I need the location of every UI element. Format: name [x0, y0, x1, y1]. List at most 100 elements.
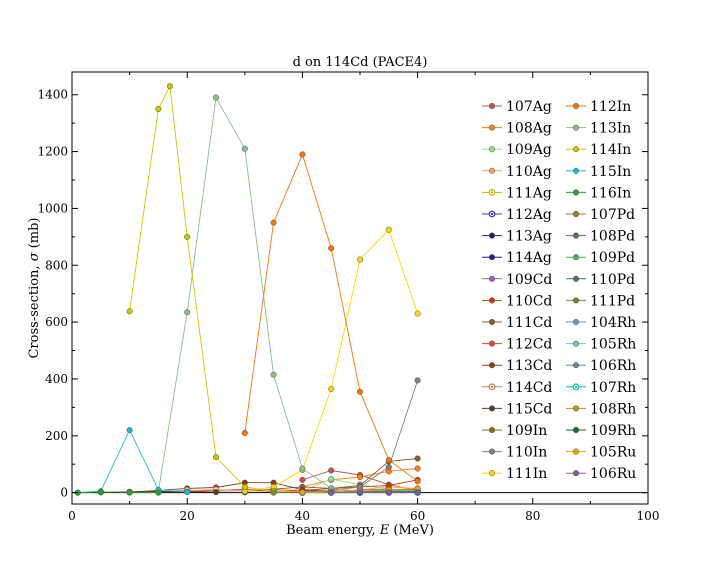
- data-point: [213, 489, 219, 495]
- series-line: [274, 380, 418, 492]
- legend-label: 108Rh: [590, 401, 636, 417]
- data-point: [213, 95, 219, 101]
- legend-label: 110In: [506, 445, 547, 461]
- legend-entry-105Ru: 105Ru: [566, 445, 636, 461]
- legend-entry-113Cd: 113Cd: [482, 358, 552, 374]
- legend-label: 106Rh: [590, 358, 636, 374]
- legend-label: 107Ag: [506, 99, 552, 115]
- legend-entry-109Cd: 109Cd: [482, 272, 552, 288]
- data-point-legend: [573, 190, 579, 196]
- legend-label: 107Pd: [590, 207, 635, 223]
- data-point: [386, 227, 392, 233]
- legend-label: 111In: [506, 466, 547, 482]
- legend-label: 109Rh: [590, 423, 636, 439]
- x-axis-label: Beam energy, E (MeV): [286, 523, 434, 538]
- legend-label: 109Ag: [506, 142, 552, 158]
- series-line: [245, 230, 418, 492]
- data-point-legend: [573, 276, 579, 282]
- legend-entry-110Cd: 110Cd: [482, 293, 552, 309]
- data-point: [184, 234, 190, 240]
- legend-entry-111Cd: 111Cd: [482, 315, 552, 331]
- data-point-legend: [573, 254, 579, 260]
- y-tick-label: 1200: [37, 145, 68, 159]
- chart-title: d on 114Cd (PACE4): [293, 55, 428, 70]
- legend-label: 116In: [590, 185, 631, 201]
- legend-label: 106Ru: [590, 466, 636, 482]
- legend-entry-106Ru: 106Ru: [566, 466, 636, 482]
- data-point: [386, 490, 392, 496]
- data-point-legend: [489, 362, 495, 368]
- legend-label: 113Ag: [506, 229, 552, 245]
- data-point: [415, 490, 421, 496]
- legend-entry-113In: 113In: [566, 121, 631, 137]
- data-point: [415, 478, 421, 484]
- data-point: [328, 476, 334, 482]
- x-tick-label: 100: [637, 509, 660, 523]
- legend-entry-108Rh: 108Rh: [566, 401, 636, 417]
- data-point-legend: [573, 406, 579, 412]
- legend-entry-112In: 112In: [566, 99, 631, 115]
- series-112In: [242, 152, 420, 484]
- series-110In: [271, 378, 421, 496]
- data-point-legend: [489, 168, 495, 174]
- legend-entry-109Rh: 109Rh: [566, 423, 636, 439]
- legend-label: 109Cd: [506, 272, 552, 288]
- data-point: [328, 386, 334, 392]
- legend-entry-109Ag: 109Ag: [482, 142, 552, 158]
- legend-entry-113Ag: 113Ag: [482, 229, 552, 245]
- legend-label: 112Ag: [506, 207, 552, 223]
- series-116In: [75, 489, 161, 495]
- data-point: [242, 430, 248, 436]
- series-line: [78, 492, 159, 493]
- series-114In: [127, 83, 305, 494]
- data-point-legend: [489, 406, 495, 412]
- data-point: [415, 456, 421, 462]
- y-tick-label: 1000: [37, 201, 68, 215]
- legend-label: 111Cd: [506, 315, 552, 331]
- data-point: [300, 466, 306, 472]
- x-tick-label: 20: [180, 509, 195, 523]
- legend-entry-114In: 114In: [566, 142, 631, 158]
- data-point-legend: [489, 146, 495, 152]
- data-point-legend: [573, 470, 579, 476]
- data-point-core-legend: [491, 213, 493, 215]
- data-point-legend: [489, 319, 495, 325]
- legend-label: 113Cd: [506, 358, 552, 374]
- data-point: [328, 490, 334, 496]
- data-point-legend: [489, 233, 495, 239]
- series-line: [130, 86, 303, 492]
- series-115In: [75, 427, 190, 495]
- y-tick-label: 400: [45, 372, 68, 386]
- data-point: [386, 457, 392, 463]
- data-point: [357, 257, 363, 263]
- legend-entry-110Ag: 110Ag: [482, 164, 552, 180]
- legend-entry-104Rh: 104Rh: [566, 315, 636, 331]
- x-tick-label: 80: [525, 509, 540, 523]
- x-tick-label: 40: [295, 509, 310, 523]
- plot-frame: [72, 72, 648, 504]
- data-point: [184, 309, 190, 315]
- legend-label: 112In: [590, 99, 631, 115]
- x-tick-label: 0: [68, 509, 76, 523]
- data-point: [300, 477, 306, 483]
- data-point-legend: [573, 362, 579, 368]
- data-point-legend: [573, 233, 579, 239]
- data-point: [98, 489, 104, 495]
- data-point: [127, 490, 133, 496]
- data-point: [328, 468, 334, 474]
- data-point: [156, 106, 162, 112]
- legend-label: 108Ag: [506, 121, 552, 137]
- legend-entry-107Rh: 107Rh: [566, 380, 636, 396]
- legend-label: 114Cd: [506, 380, 552, 396]
- y-axis-label: Cross-section, σ (mb): [27, 217, 42, 358]
- y-tick-label: 600: [45, 315, 68, 329]
- data-point-legend: [573, 341, 579, 347]
- data-point: [386, 464, 392, 470]
- data-point-legend: [489, 276, 495, 282]
- data-point-legend: [489, 103, 495, 109]
- data-point: [300, 152, 306, 158]
- legend-entry-107Pd: 107Pd: [566, 207, 635, 223]
- data-point-legend: [489, 427, 495, 433]
